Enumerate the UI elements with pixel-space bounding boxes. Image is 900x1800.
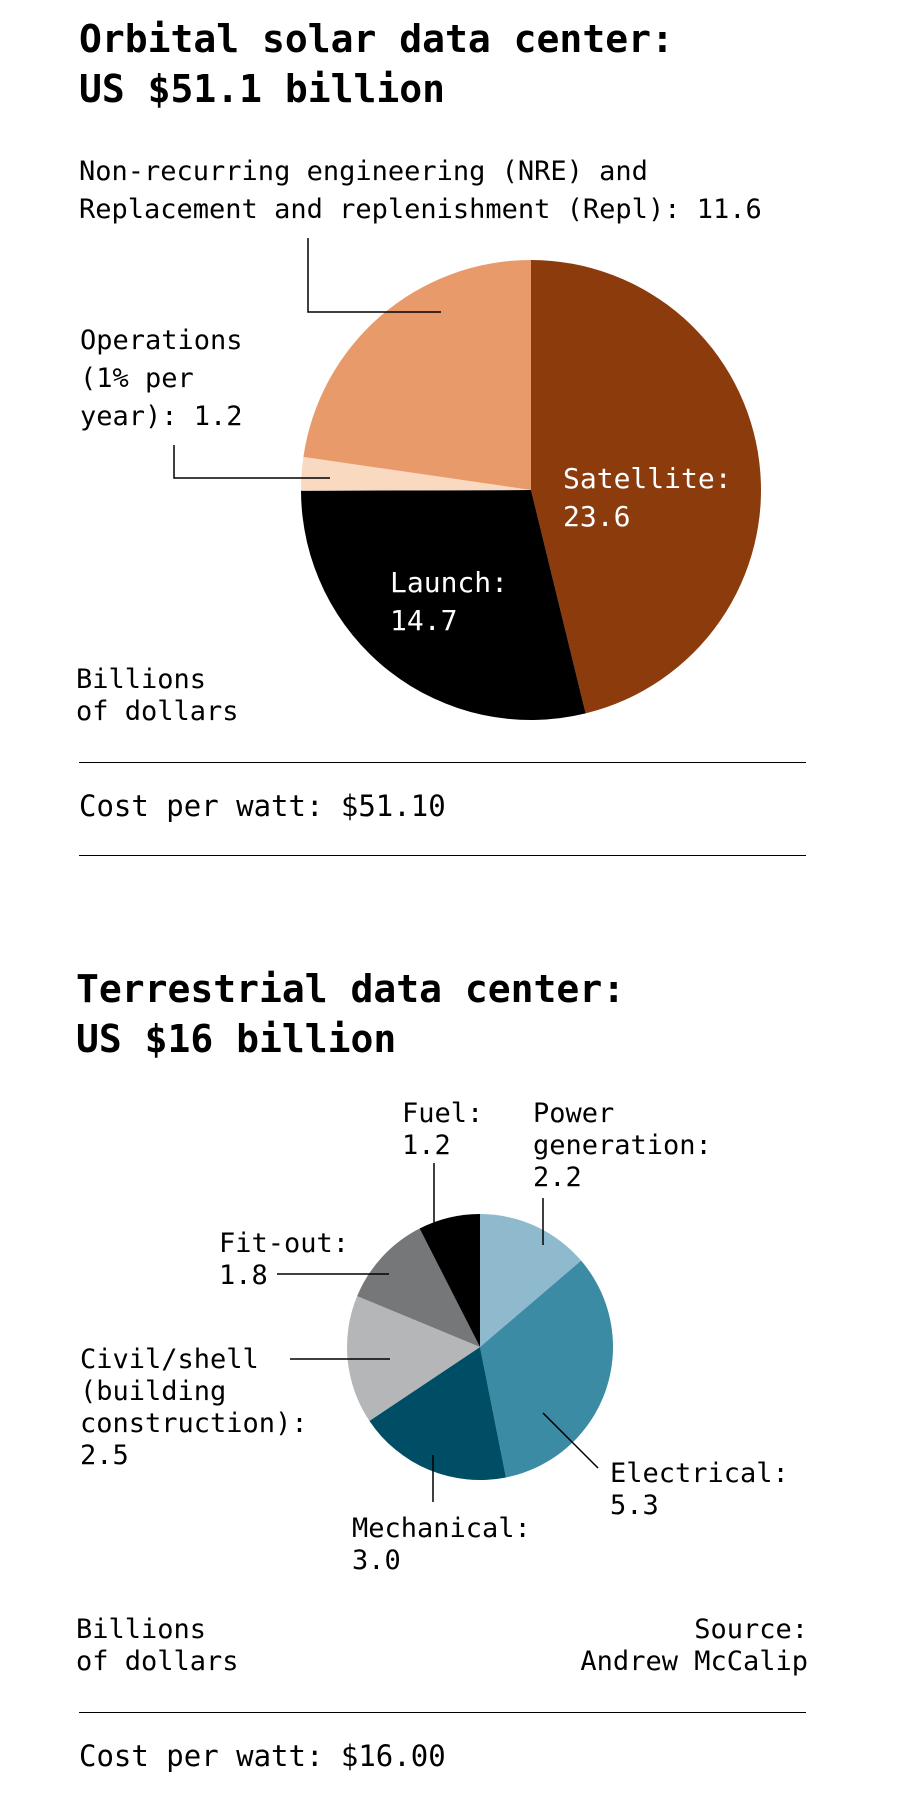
- orbital-rule-top: [79, 762, 806, 763]
- orbital-cost-per-watt: Cost per watt: $51.10: [79, 789, 446, 823]
- orbital-units-label: Billions of dollars: [76, 664, 239, 728]
- orbital-leader-operations-1-per-year: [173, 445, 330, 479]
- orbital-rule-bottom: [79, 855, 806, 856]
- source-line1: Source:: [694, 1614, 808, 1645]
- orbital-label-non-recurring-engineering-nre-and-replacement-and-replenishment-repl: Non-recurring engineering (NRE) and Repla…: [79, 156, 762, 225]
- orbital-slice-satellite: [531, 260, 761, 714]
- orbital-pie-chart: Satellite: 23.6 Launch: 14.7 Operations (1% p…: [79, 156, 762, 720]
- orbital-label-operations-1-per-year: Operations (1% per year): 1.2: [80, 325, 243, 432]
- terrestrial-rule: [79, 1712, 806, 1713]
- terrestrial-label-power-generation: Power generation: 2.2: [533, 1098, 712, 1193]
- source-label: Source: Andrew McCalip: [580, 1614, 808, 1678]
- terrestrial-slice-fit-out: [357, 1228, 480, 1347]
- terrestrial-slice-mechanical: [369, 1347, 506, 1480]
- orbital-label-launch: Launch: 14.7: [390, 566, 508, 637]
- orbital-title: Orbital solar data center: US $51.1 bill…: [79, 14, 674, 114]
- terrestrial-slice-civil-shell-building-construction: [346, 1296, 480, 1421]
- terrestrial-slice-electrical: [480, 1260, 613, 1478]
- orbital-units-line2: of dollars: [76, 696, 239, 727]
- terrestrial-slice-fuel: [419, 1214, 480, 1347]
- orbital-leader-non-recurring-engineering-nre-and-replacement-and-replenishment-repl: [307, 238, 441, 313]
- terrestrial-label-electrical: Electrical: 5.3: [610, 1458, 789, 1521]
- orbital-units-line1: Billions: [76, 664, 207, 695]
- terrestrial-units-line1: Billions: [76, 1614, 207, 1645]
- terrestrial-leader-electrical: [542, 1412, 599, 1469]
- orbital-title-line2: US $51.1 billion: [79, 67, 446, 111]
- orbital-slice-operations-1-per-year: [300, 456, 531, 491]
- orbital-title-line1: Orbital solar data center:: [79, 17, 674, 61]
- terrestrial-cost-per-watt: Cost per watt: $16.00: [79, 1739, 446, 1773]
- terrestrial-title: Terrestrial data center: US $16 billion: [76, 964, 625, 1064]
- orbital-label-satellite: Satellite: 23.6: [563, 462, 732, 533]
- terrestrial-label-fit-out: Fit-out: 1.8: [219, 1228, 349, 1291]
- terrestrial-slice-power-generation: [480, 1214, 582, 1347]
- orbital-slice-non-recurring-engineering-nre-and-replacement-and-replenishment-repl: [303, 260, 531, 490]
- source-line2: Andrew McCalip: [580, 1646, 808, 1677]
- orbital-slice-launch: [301, 490, 586, 720]
- terrestrial-units-label: Billions of dollars: [76, 1614, 239, 1678]
- terrestrial-title-line1: Terrestrial data center:: [76, 967, 626, 1011]
- terrestrial-title-line2: US $16 billion: [76, 1017, 397, 1061]
- terrestrial-label-mechanical: Mechanical: 3.0: [352, 1513, 531, 1576]
- terrestrial-label-fuel: Fuel: 1.2: [402, 1098, 483, 1161]
- terrestrial-label-civil-shell-building-construction: Civil/shell (building construction): 2.5: [80, 1344, 308, 1471]
- terrestrial-units-line2: of dollars: [76, 1646, 239, 1677]
